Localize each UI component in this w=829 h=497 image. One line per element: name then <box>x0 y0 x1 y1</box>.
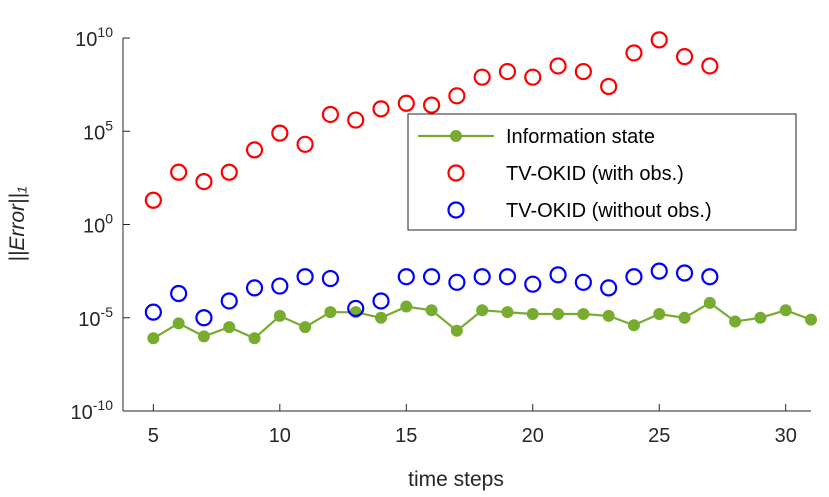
series-1 <box>144 31 719 209</box>
data-point <box>701 268 719 286</box>
data-point <box>650 31 668 49</box>
data-point <box>448 273 466 291</box>
legend-marker <box>447 201 465 219</box>
data-point <box>144 303 162 321</box>
data-point <box>574 273 592 291</box>
data-point <box>299 321 312 334</box>
data-point <box>170 284 188 303</box>
data-point <box>245 141 264 159</box>
data-point <box>296 268 314 286</box>
data-point <box>372 100 390 118</box>
x-tick-label: 5 <box>148 425 159 447</box>
legend-label: TV-OKID (without obs.) <box>506 200 712 222</box>
data-point <box>248 332 261 345</box>
x-axis-label: time steps <box>408 468 504 491</box>
y-tick-label: 10-5 <box>78 304 113 331</box>
data-point <box>321 105 340 124</box>
data-point <box>296 135 314 153</box>
series-2 <box>144 262 719 327</box>
data-point <box>675 48 694 66</box>
legend-label: TV-OKID (with obs.) <box>506 163 684 185</box>
data-point <box>577 308 590 321</box>
data-point <box>172 317 185 330</box>
data-point <box>425 304 438 317</box>
data-point <box>805 313 817 326</box>
legend-label: Information state <box>506 126 655 148</box>
legend-marker <box>450 130 462 142</box>
data-point <box>144 191 162 209</box>
data-point <box>549 266 567 284</box>
data-point <box>245 279 264 297</box>
data-point <box>625 268 643 286</box>
data-point <box>220 163 238 181</box>
data-point <box>549 57 567 75</box>
x-tick-label: 10 <box>269 425 291 447</box>
data-point <box>600 77 618 96</box>
data-point <box>271 124 289 142</box>
legend-marker <box>447 164 465 182</box>
data-point <box>703 296 716 309</box>
data-point <box>147 332 160 345</box>
data-point <box>526 308 539 321</box>
y-tick-label: 1010 <box>75 24 113 51</box>
data-point <box>653 308 666 321</box>
y-axis-label: ||Error||₁ <box>6 186 29 261</box>
series-0 <box>147 296 817 345</box>
data-point <box>347 111 365 129</box>
data-point <box>197 330 210 343</box>
data-point <box>650 262 668 280</box>
data-point <box>397 268 415 286</box>
data-point <box>627 319 640 332</box>
y-tick-label: 105 <box>83 117 113 144</box>
data-point <box>375 311 387 324</box>
y-tick-label: 100 <box>83 211 113 238</box>
data-point <box>448 87 466 105</box>
series-layer <box>144 31 817 345</box>
data-point <box>422 96 441 114</box>
data-point <box>372 292 390 310</box>
data-point <box>498 62 517 81</box>
data-point <box>397 94 415 112</box>
y-tick-label: 10-10 <box>71 397 114 424</box>
data-point <box>600 279 618 297</box>
data-point <box>347 299 365 318</box>
data-point <box>552 308 565 321</box>
data-point <box>574 62 592 81</box>
data-point <box>625 44 643 62</box>
data-point <box>754 311 767 324</box>
data-point <box>271 277 289 295</box>
x-tick-label: 20 <box>522 425 544 447</box>
data-point <box>779 304 792 317</box>
legend: Information state TV-OKID (with obs.) TV-O… <box>407 113 797 231</box>
data-point <box>321 269 340 288</box>
data-point <box>729 315 742 328</box>
data-point <box>400 300 413 313</box>
data-point <box>450 324 463 337</box>
data-point <box>324 306 337 319</box>
data-point <box>170 163 188 181</box>
data-point <box>223 321 236 334</box>
data-point <box>524 68 542 86</box>
data-point <box>273 309 286 322</box>
data-point <box>473 268 491 286</box>
data-point <box>524 275 542 293</box>
legend-box <box>407 113 797 231</box>
data-point <box>195 309 213 327</box>
x-tick-label: 30 <box>775 425 797 447</box>
data-point <box>701 57 719 75</box>
axes: 5 10 15 20 25 30 10-10 10-5 100 105 1010 <box>71 24 811 447</box>
data-point <box>498 268 517 286</box>
data-point <box>501 306 514 319</box>
x-tick-label: 15 <box>395 425 417 447</box>
data-point <box>602 309 615 322</box>
x-tick-label: 25 <box>648 425 670 447</box>
data-point <box>675 264 694 282</box>
data-point <box>422 268 441 286</box>
data-point <box>476 304 489 317</box>
data-point <box>195 173 213 191</box>
data-point <box>473 68 491 86</box>
data-point <box>678 311 691 324</box>
data-point <box>220 292 238 310</box>
